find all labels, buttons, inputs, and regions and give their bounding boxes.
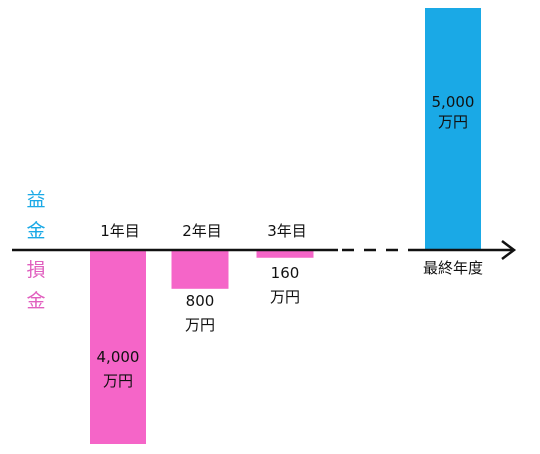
value-label-3-line-1: 160 [271, 264, 300, 282]
category-label-1: 1年目 [100, 222, 140, 240]
side-labels: 益 金 損 金 [26, 189, 45, 312]
bar-4 [425, 8, 481, 250]
bar-3 [256, 250, 314, 258]
category-label-4: 最終年度 [423, 259, 483, 277]
value-label-3-line-2: 万円 [270, 288, 300, 306]
loss-label-char-2: 金 [26, 290, 45, 312]
profit-label-char-1: 益 [26, 189, 45, 211]
value-label-2-line-1: 800 [186, 292, 215, 310]
value-label-2-line-2: 万円 [185, 316, 215, 334]
category-label-3: 3年目 [267, 222, 307, 240]
x-axis-arrowhead [501, 240, 517, 260]
loss-label-char-1: 損 [26, 259, 45, 281]
value-label-4-line-1: 5,000 [432, 93, 475, 111]
value-label-4-line-2: 万円 [438, 113, 468, 131]
profit-label-char-2: 金 [26, 220, 45, 242]
category-label-2: 2年目 [182, 222, 222, 240]
axis-group [12, 240, 517, 260]
value-labels: 4,000 万円 800 万円 160 万円 5,000 万円 [97, 93, 475, 390]
value-label-1-line-1: 4,000 [97, 348, 140, 366]
value-label-1-line-2: 万円 [103, 372, 133, 390]
bars-group [90, 8, 481, 444]
bar-2 [171, 250, 229, 289]
bar-1 [90, 250, 146, 444]
